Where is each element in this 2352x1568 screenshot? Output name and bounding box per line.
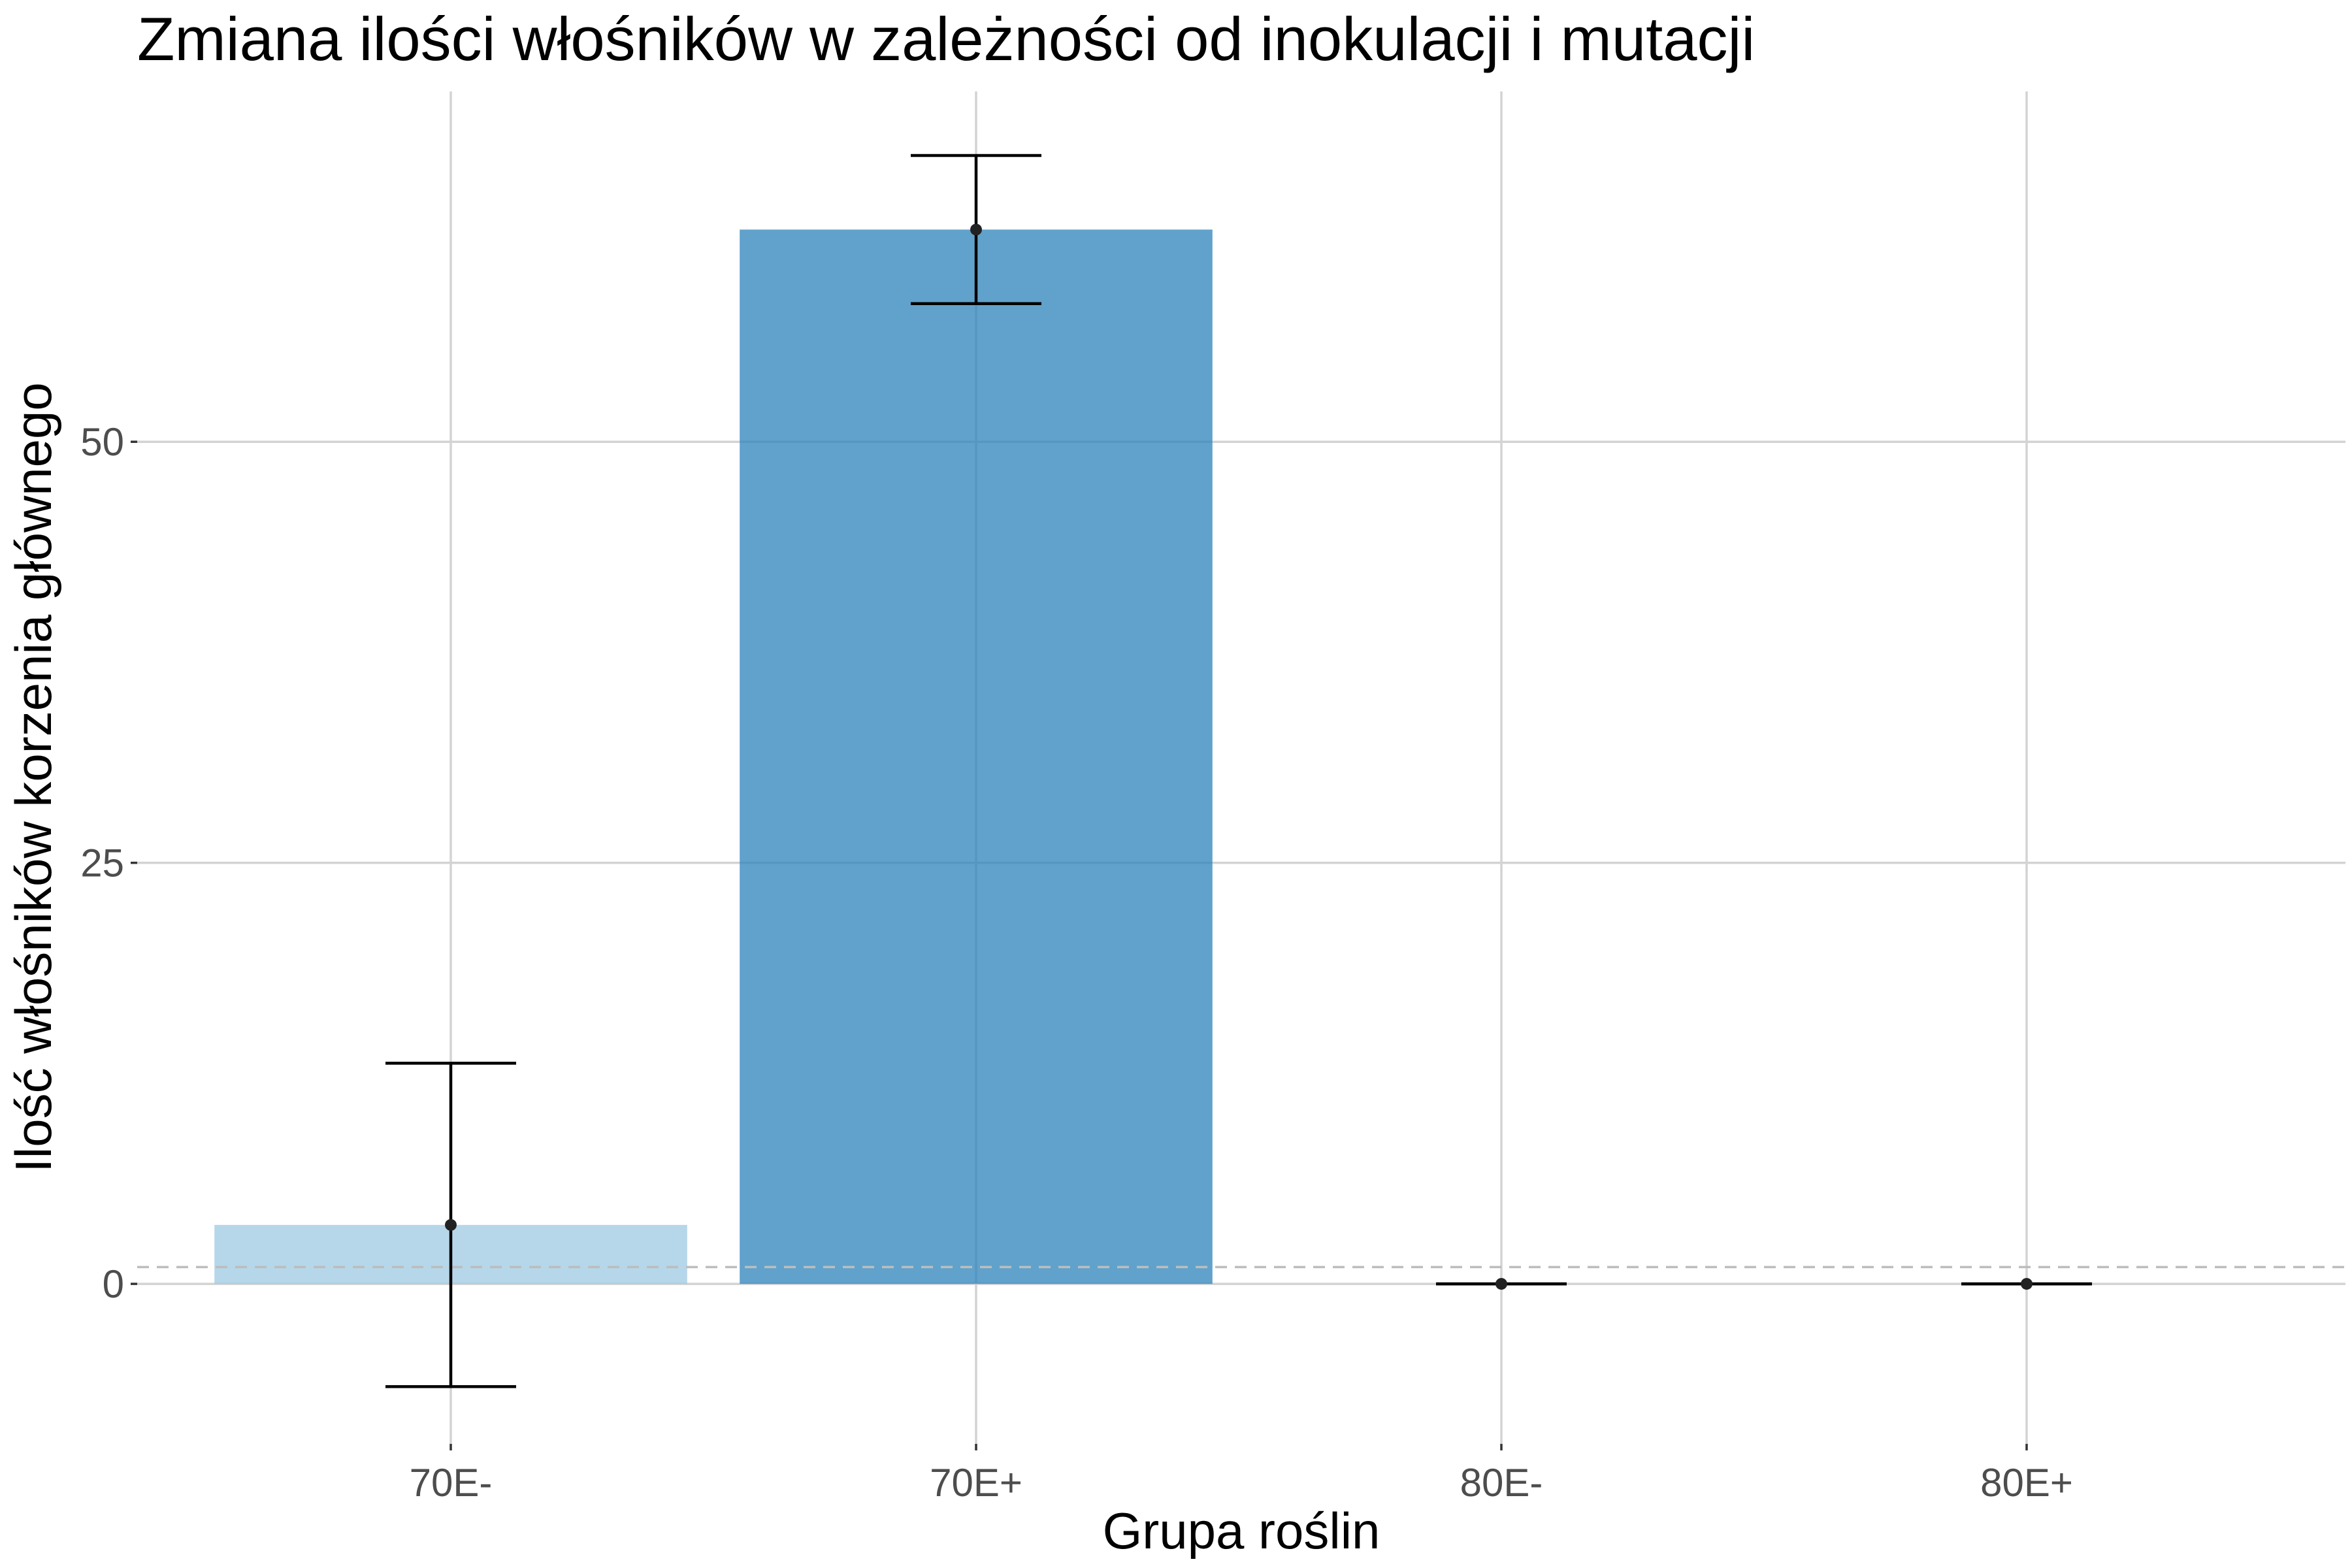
x-tick-label: 70E-	[410, 1461, 493, 1505]
y-axis-title: Ilość włośników korzenia głównego	[5, 382, 62, 1173]
x-axis-title: Grupa roślin	[1103, 1502, 1380, 1560]
mean-point-70E+	[970, 223, 982, 236]
mean-point-80E+	[2021, 1278, 2033, 1290]
y-tick-label: 25	[80, 841, 124, 885]
x-tick-label: 80E-	[1460, 1461, 1543, 1505]
chart-title: Zmiana ilości włośników w zależności od …	[137, 5, 1755, 73]
mean-point-80E-	[1495, 1278, 1507, 1290]
mean-point-70E-	[445, 1218, 457, 1231]
bar-70E+	[740, 229, 1213, 1284]
y-tick-label: 50	[80, 420, 124, 464]
x-tick-label: 80E+	[1980, 1461, 2073, 1505]
mean-points	[445, 223, 2033, 1290]
axes: 0 25 50 70E- 70E+ 80E- 80E+	[80, 420, 2073, 1505]
y-tick-label: 0	[103, 1262, 124, 1306]
x-tick-label: 70E+	[930, 1461, 1022, 1505]
